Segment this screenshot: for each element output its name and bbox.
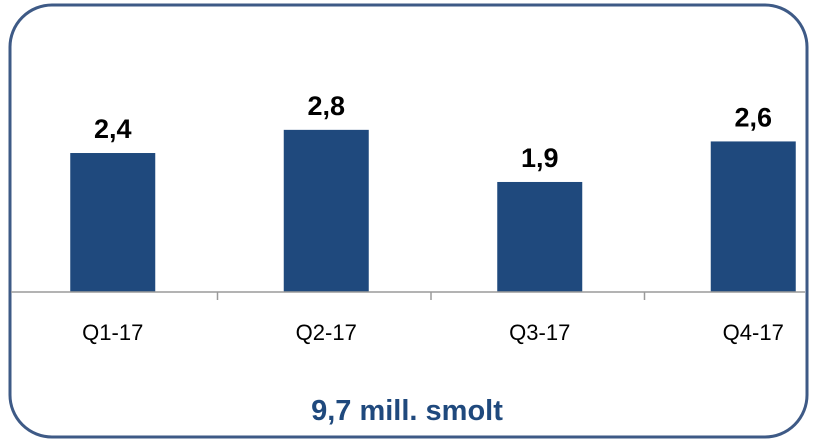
bar-q4-17	[710, 141, 796, 292]
chart-border	[8, 3, 809, 439]
value-label: 1,9	[521, 143, 559, 173]
category-label: Q3-17	[509, 320, 570, 345]
x-axis	[11, 291, 805, 300]
category-label: Q1-17	[82, 320, 143, 345]
summary-label: 9,7 mill. smolt	[311, 395, 503, 427]
category-label: Q4-17	[723, 320, 784, 345]
labels: 2,4 Q1-17 2,8 Q2-17 1,9 Q3-17 2,6 Q4-17	[82, 91, 784, 345]
value-label: 2,8	[307, 91, 345, 121]
category-label: Q2-17	[296, 320, 357, 345]
value-label: 2,4	[94, 114, 132, 144]
bars	[70, 129, 796, 292]
bar-q2-17	[283, 129, 369, 292]
value-label: 2,6	[734, 102, 772, 132]
bar-q1-17	[70, 153, 156, 292]
bar-q3-17	[497, 181, 583, 292]
